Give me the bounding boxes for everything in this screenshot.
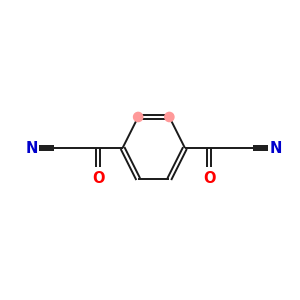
Circle shape [134,112,143,122]
Text: N: N [270,140,282,155]
Text: O: O [203,171,215,186]
Text: O: O [92,171,105,186]
Circle shape [165,112,174,122]
Text: N: N [25,140,38,155]
